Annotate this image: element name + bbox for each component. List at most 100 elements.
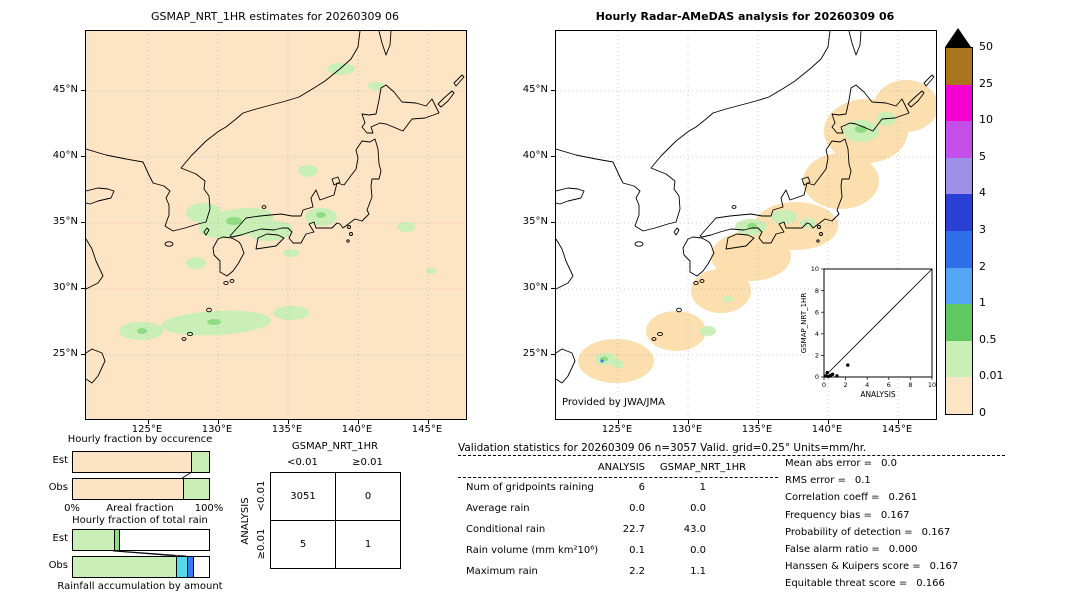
stats-divider-cols (458, 477, 778, 478)
bar-segment (119, 530, 209, 550)
colorbar (945, 47, 973, 415)
inset-x-label: ANALYSIS (860, 390, 896, 399)
island (817, 225, 821, 229)
score-row: False alarm ratio = 0.000 (785, 544, 917, 557)
inset-point (828, 373, 833, 378)
lat-tickmark (81, 222, 85, 223)
score-row: RMS error = 0.1 (785, 475, 871, 488)
stats-row-label: Rain volume (mm km²10⁶) (466, 545, 599, 556)
score-label: Mean abs error = (785, 458, 873, 469)
contingency-grid: 3051 0 5 1 (270, 472, 401, 569)
inset-point (846, 363, 850, 367)
score-value: 0.167 (880, 509, 910, 521)
inset-scatter: 00 2 2 4 4 6 6 8 8 10 10 GSMAP_NRT_1HR ANALYSIS (800, 265, 936, 399)
island (676, 307, 682, 313)
contingency-row-header-lt: <0.01 (256, 480, 267, 512)
data-bar (72, 451, 210, 473)
coastline (86, 31, 361, 232)
lat-tick-label: 25°N (52, 348, 78, 359)
stats-row: Maximum rain 2.2 1.1 (458, 566, 788, 587)
coastline (86, 348, 106, 384)
score-value: 0.166 (916, 578, 945, 590)
colorbar-segment (946, 304, 972, 341)
precip-area (700, 326, 716, 336)
colorbar-segment (946, 230, 972, 268)
lon-tick-label: 145°E (881, 424, 913, 435)
stats-value-gsmap: 1.1 (690, 566, 706, 577)
contingency-row-header-ge: ≥0.01 (256, 528, 267, 560)
precip-area (137, 328, 147, 334)
colorbar-label: 0.5 (979, 332, 997, 346)
contingency-cell: 1 (336, 521, 401, 569)
colorbar-label: 3 (979, 223, 986, 236)
score-row: Hanssen & Kuipers score = 0.167 (785, 561, 958, 574)
coastline (203, 227, 210, 236)
lat-tick-label: 40°N (522, 150, 548, 161)
coastline (682, 236, 715, 277)
score-label: Probability of detection = (785, 526, 913, 538)
coastline (923, 74, 935, 87)
right-map-panel: 0 0 2 2 4 4 6 6 8 8 10 10 GSMAP_NRT_1HR ANALYSIS (555, 30, 937, 420)
score-row: Probability of detection = 0.167 (785, 527, 950, 540)
score-row: Frequency bias = 0.167 (785, 510, 910, 523)
colorbar-segment (946, 377, 972, 414)
stats-row: Average rain 0.0 0.0 (458, 503, 788, 524)
inset-y-tick: 10 (811, 265, 819, 273)
right-map-title: Hourly Radar-AMeDAS analysis for 2026030… (595, 10, 895, 23)
island (651, 337, 657, 341)
island (816, 239, 820, 243)
inset-y-tick: 2 (815, 352, 819, 360)
lon-tick-label: 130°E (671, 424, 703, 435)
bar-row-label: Est (52, 533, 68, 544)
colorbar-segment (946, 48, 972, 85)
precip-area (283, 249, 299, 257)
lat-tickmark (551, 288, 555, 289)
coastline (556, 187, 585, 205)
stats-value-gsmap: 43.0 (683, 524, 706, 535)
score-row: Mean abs error = 0.0 (785, 458, 897, 471)
bar-segment (73, 530, 114, 550)
score-row: Correlation coeff = 0.261 (785, 492, 917, 505)
occurrence-axis-label: Areal fraction (106, 503, 174, 514)
contingency-cell: 0 (336, 473, 401, 521)
map-credit: Provided by JWA/JMA (562, 397, 665, 408)
lon-tickmark (148, 420, 149, 424)
precip-area (327, 63, 355, 75)
stats-row-label: Conditional rain (466, 524, 546, 535)
island (181, 337, 187, 341)
inset-point (825, 370, 829, 375)
lon-tick-label: 130°E (201, 424, 233, 435)
island (261, 205, 267, 209)
lon-tickmark (358, 420, 359, 424)
bar-segment (191, 452, 209, 472)
score-value: 0.000 (888, 544, 918, 555)
stats-row-label: Maximum rain (466, 566, 538, 577)
bar-segment (192, 557, 209, 577)
contingency-cell: 3051 (271, 473, 336, 521)
score-value: 0.167 (929, 561, 959, 573)
right-map-canvas: 00 2 2 4 4 6 6 8 8 10 10 GSMAP_NRT_1HR ANALYSIS (556, 31, 936, 419)
coastline (831, 84, 910, 134)
precip-area (186, 203, 222, 223)
data-bar (72, 478, 210, 500)
coastline (907, 90, 925, 108)
lat-tick-label: 35°N (522, 216, 548, 227)
precip-area (249, 220, 293, 242)
colorbar-label: 5 (979, 149, 986, 163)
coastline (848, 31, 862, 56)
lat-tickmark (81, 156, 85, 157)
inset-x-tick: 8 (908, 381, 912, 389)
lat-tick-label: 30°N (522, 282, 548, 293)
inset-point (835, 374, 839, 378)
island (164, 241, 174, 247)
precip-area (426, 268, 436, 274)
stats-col-analysis: ANALYSIS (597, 462, 645, 473)
inset-y-tick: 0 (815, 373, 819, 381)
island (819, 232, 823, 236)
island (657, 331, 663, 337)
score-label: Equitable threat score = (785, 578, 908, 590)
colorbar-label: 2 (979, 259, 986, 273)
stats-header: Validation statistics for 20260309 06 n=… (458, 442, 867, 454)
colorbar-segment (946, 84, 972, 122)
